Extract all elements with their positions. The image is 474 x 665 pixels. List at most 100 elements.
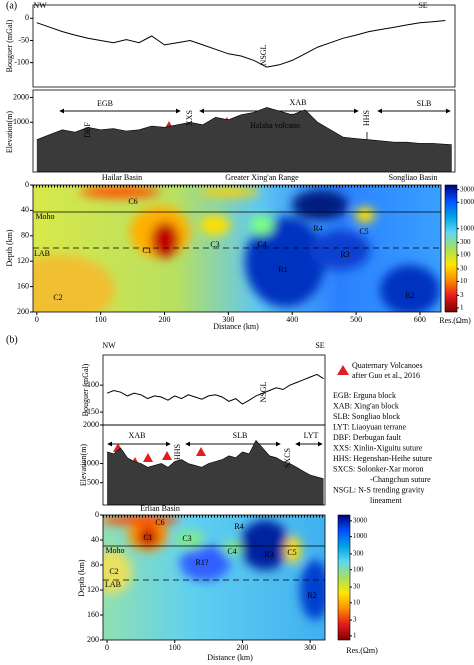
y-tick-label: 0: [25, 13, 29, 22]
y-axis-title: Bouguer (mGal): [5, 19, 14, 72]
legend-text: SLB: Songliao block: [333, 412, 400, 421]
y-tick-label: 200: [87, 635, 99, 644]
annotation: XAB: [129, 431, 146, 440]
x-tick-label: 300: [222, 315, 234, 324]
x-tick-label: 100: [169, 643, 181, 652]
colorbar-tick-label: 1: [460, 304, 464, 312]
x-tick-label: 200: [236, 643, 248, 652]
annotation: R3: [340, 250, 349, 259]
colorbar-tick-label: 1000: [460, 224, 474, 232]
resistivity-image: [103, 515, 325, 640]
y-tick-label: 120: [87, 585, 99, 594]
plot-frame: [102, 424, 326, 506]
x-tick-label: 200: [159, 315, 171, 324]
y-tick-label: 160: [87, 610, 99, 619]
annotation: EGB: [97, 99, 113, 108]
legend-text: NSGL: N-S trending gravity: [333, 485, 424, 494]
legend-text: EGB: Erguna block: [333, 391, 396, 400]
annotation: LAB: [105, 580, 121, 589]
annotation: XXS: [185, 110, 194, 126]
area-edge: [107, 439, 324, 480]
x-axis-title: Distance (km): [213, 322, 259, 331]
legend-text: HHS: Hegenshan-Heihe suture: [333, 454, 433, 463]
y-tick-label: 0: [95, 510, 99, 519]
y-tick-label: 500: [87, 478, 99, 487]
annotation: R3: [264, 550, 273, 559]
annotation: Hailar Basin: [102, 173, 142, 182]
annotation: LAB: [34, 249, 50, 258]
colorbar-tick-label: 10000: [460, 198, 474, 206]
area-fill: [107, 440, 324, 505]
y-tick-label: 120: [17, 256, 29, 265]
colorbar: [444, 184, 458, 313]
annotation: R1: [278, 265, 287, 274]
legend-text: DBF: Derbugan fault: [333, 433, 402, 442]
area-edge: [36, 107, 452, 145]
plot-frame: [102, 354, 326, 426]
annotation: NSGL: [259, 381, 268, 402]
annotation: R2: [405, 291, 414, 300]
y-tick-label: -150: [84, 407, 99, 416]
panel-label: (a): [6, 0, 17, 11]
colorbar-tick-label: 30: [460, 265, 468, 273]
y-axis-title: Elevation(m): [79, 444, 88, 487]
annotation: Erlian Basin: [140, 504, 180, 513]
y-axis-title: Depth (km): [77, 559, 86, 596]
colorbar-tick-label: 10: [460, 277, 468, 285]
colorbar-tick-label: 3: [460, 291, 464, 299]
plot-frame: [32, 89, 456, 173]
colorbar-tick-label: 100: [460, 251, 471, 259]
annotation: SE: [315, 341, 324, 350]
annotation: C5: [359, 227, 368, 236]
plot-frame: [32, 184, 442, 313]
annotation: Moho: [35, 212, 54, 221]
data-line: [36, 20, 446, 68]
legend-text: XXS: Xinlin-Xiguitu suture: [333, 443, 423, 452]
x-tick-label: 500: [350, 315, 362, 324]
colorbar-tick-label: 300: [460, 238, 471, 246]
resistivity-image: [33, 185, 441, 312]
colorbar-title: Res.(Ωm): [439, 316, 471, 325]
annotation: R4: [313, 224, 322, 233]
y-tick-label: 0: [25, 180, 29, 189]
annotation: LYT: [304, 431, 319, 440]
y-tick-label: 40: [91, 535, 99, 544]
colorbar-tick-label: 300: [353, 550, 364, 558]
x-tick-label: 300: [304, 643, 316, 652]
legend-text: LYT: Liaoyuan terrane: [333, 422, 406, 431]
annotation: R1?: [196, 558, 209, 567]
annotation: C6: [128, 197, 137, 206]
annotation: Halaha volcano: [250, 121, 300, 130]
annotation: XAB: [290, 98, 307, 107]
annotation: C3: [182, 534, 191, 543]
colorbar-tick-label: 30: [353, 583, 361, 591]
legend-text: -Changchun suture: [370, 475, 431, 484]
data-line: [106, 373, 324, 405]
y-tick-label: 1000: [13, 117, 29, 126]
colorbar-tick-label: 3000: [353, 516, 368, 524]
x-tick-label: 600: [414, 315, 426, 324]
area-fill: [36, 107, 452, 172]
annotation: HHS: [173, 444, 182, 460]
annotation: C4: [257, 240, 266, 249]
annotation: C5: [287, 548, 296, 557]
colorbar-tick-label: 30000: [460, 185, 474, 193]
annotation: R2: [307, 591, 316, 600]
legend-text: SXCS: Solonker-Xar moron: [333, 464, 424, 473]
annotation: Moho: [105, 546, 124, 555]
annotation: NW: [33, 1, 47, 10]
annotation: DBF: [83, 122, 92, 138]
annotation: C1: [143, 533, 152, 542]
x-tick-label: 0: [105, 643, 109, 652]
plot-frame: [32, 4, 456, 88]
y-tick-label: -100: [14, 57, 29, 66]
legend-text: after Guo et al., 2016: [352, 371, 420, 380]
legend-text: lineament: [370, 496, 402, 505]
y-tick-label: 40: [21, 205, 29, 214]
y-tick-label: -100: [84, 380, 99, 389]
annotation: SLB: [417, 99, 432, 108]
y-tick-label: 80: [91, 560, 99, 569]
annotation: C3: [210, 240, 219, 249]
annotation: Greater Xing'an Range: [225, 173, 299, 182]
